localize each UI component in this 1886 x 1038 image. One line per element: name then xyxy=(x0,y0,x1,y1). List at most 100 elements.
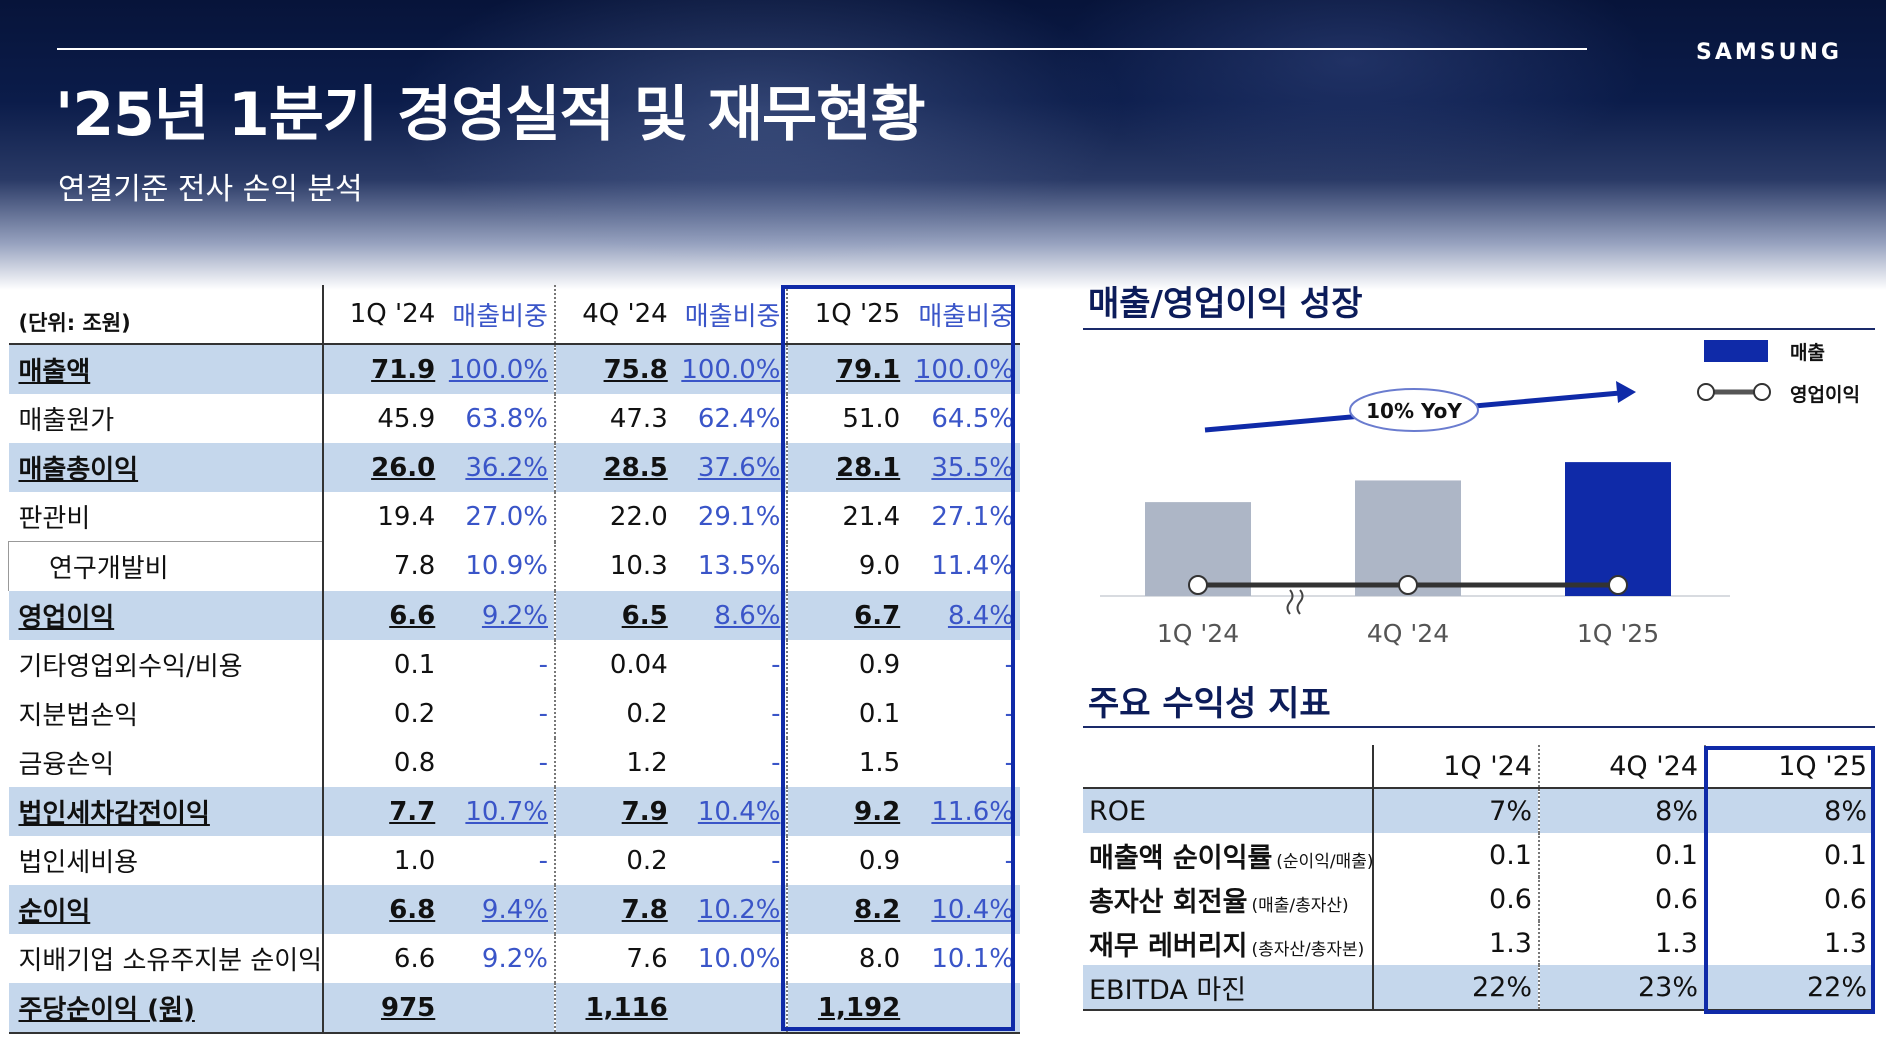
row-label: 판관비 xyxy=(8,492,324,542)
kpi-value: 23% xyxy=(1539,965,1706,1011)
kpi-label-note: (총자산/총자본) xyxy=(1251,939,1365,960)
legend-op-income-label: 영업이익 xyxy=(1790,384,1860,406)
legend-line-icon xyxy=(1697,383,1771,401)
yoy-arrow-head xyxy=(1616,381,1636,403)
value-cell: 0.2 xyxy=(626,698,668,729)
kpi-label-text: ROE xyxy=(1089,795,1147,827)
value-cell: 6.8 xyxy=(322,885,442,934)
kpi-label-note: (매출/총자산) xyxy=(1251,895,1349,916)
kpi-column-header: 1Q '25 xyxy=(1705,745,1873,789)
ratio-cell: 63.8% xyxy=(441,394,556,443)
legend-revenue-swatch xyxy=(1704,340,1768,362)
value-cell: 0.2 xyxy=(626,845,668,876)
ratio-cell: - xyxy=(441,640,556,689)
op-income-point xyxy=(1608,575,1628,595)
kpi-value: 1.3 xyxy=(1373,921,1540,965)
ratio-cell: 10.0% xyxy=(673,934,789,983)
row-label: 주당순이익 (원) xyxy=(8,983,324,1034)
table-header-row: (단위: 조원) 1Q '24 매출비중 4Q '24 매출비중 1Q '25 … xyxy=(8,285,1020,345)
row-label: 연구개발비 xyxy=(7,541,324,591)
row-label: 금융손익 xyxy=(8,738,324,787)
ratio-cell: 100.0% xyxy=(906,344,1020,394)
ratio-cell: - xyxy=(441,738,556,787)
growth-chart: 10% YoY 1Q '24 4Q '24 1Q '25 xyxy=(1100,381,1730,648)
value-cell: 51.0 xyxy=(842,403,901,434)
kpi-column-header: 1Q '24 xyxy=(1373,745,1540,789)
value-cell: 79.1 xyxy=(787,344,907,394)
value-cell: 45.9 xyxy=(377,403,436,434)
ratio-cell: 11.6% xyxy=(906,787,1020,836)
kpi-table: 1Q '24 4Q '24 1Q '25 ROE 7% 8% 8% 매출액 순이익률 (순… xyxy=(1083,745,1873,1011)
kpi-label: ROE xyxy=(1083,788,1374,833)
kpi-row: 재무 레버리지 (총자산/총자본) 1.3 1.3 1.3 xyxy=(1083,921,1873,965)
ratio-cell: - xyxy=(1004,698,1014,729)
kpi-label-text: 매출액 순이익률 xyxy=(1089,842,1273,874)
ratio-cell: - xyxy=(441,836,556,885)
ratio-cell: 37.6% xyxy=(673,443,789,492)
value-cell: 21.4 xyxy=(842,501,901,532)
ratio-cell: 100.0% xyxy=(441,344,556,394)
value-cell: 8.0 xyxy=(858,943,901,974)
value-cell: 9.0 xyxy=(858,551,901,582)
ratio-cell: - xyxy=(441,689,556,738)
column-header: 4Q '24 xyxy=(554,285,674,345)
ratio-cell: 11.4% xyxy=(931,551,1014,582)
header-banner: SAMSUNG '25년 1분기 경영실적 및 재무현황 연결기준 전사 손익 … xyxy=(0,0,1886,290)
row-label: 매출원가 xyxy=(8,394,324,443)
value-cell: 8.2 xyxy=(787,885,907,934)
kpi-label-text: 재무 레버리지 xyxy=(1089,930,1248,962)
value-cell: 0.2 xyxy=(393,698,436,729)
header-rule xyxy=(57,48,1587,50)
kpi-row: 매출액 순이익률 (순이익/매출) 0.1 0.1 0.1 xyxy=(1083,833,1873,877)
kpi-label: EBITDA 마진 xyxy=(1083,965,1374,1011)
ratio-cell: 8.6% xyxy=(673,591,789,640)
ratio-cell: 62.4% xyxy=(673,394,789,443)
kpi-value: 1.3 xyxy=(1539,921,1706,965)
page-title: '25년 1분기 경영실적 및 재무현황 xyxy=(55,80,926,150)
column-header: 매출비중 xyxy=(441,285,556,345)
kpi-label-note: (순이익/매출) xyxy=(1276,851,1373,872)
table-row: 지분법손익 0.2-0.2-0.1- xyxy=(8,689,1021,738)
kpi-label-text: 총자산 회전율 xyxy=(1089,886,1248,918)
value-cell: 975 xyxy=(322,983,442,1034)
kpi-value: 0.6 xyxy=(1373,877,1540,921)
value-cell: 28.1 xyxy=(787,443,907,492)
value-cell: 1.0 xyxy=(393,845,436,876)
column-header: 1Q '24 xyxy=(322,285,442,345)
table-row: 금융손익 0.8-1.2-1.5- xyxy=(8,738,1021,787)
kpi-value: 7% xyxy=(1373,788,1540,833)
ratio-cell: 27.1% xyxy=(931,501,1014,532)
value-cell: 7.9 xyxy=(554,787,674,836)
op-income-point xyxy=(1188,575,1208,595)
kpi-value: 0.6 xyxy=(1539,877,1706,921)
ratio-cell: 64.5% xyxy=(931,403,1014,434)
kpi-row: 총자산 회전율 (매출/총자산) 0.6 0.6 0.6 xyxy=(1083,877,1873,921)
row-label: 법인세차감전이익 xyxy=(8,787,324,836)
ratio-cell: 9.2% xyxy=(441,591,556,640)
ratio-cell xyxy=(673,983,789,1034)
legend-revenue-label: 매출 xyxy=(1790,342,1825,364)
ratio-cell: - xyxy=(673,738,789,787)
kpi-section-title: 주요 수익성 지표 xyxy=(1088,684,1331,724)
table-row: 기타영업외수익/비용 0.1-0.04-0.9- xyxy=(8,640,1021,689)
value-cell: 6.6 xyxy=(393,943,436,974)
ratio-cell: 10.7% xyxy=(441,787,556,836)
table-row: 매출총이익 26.0 36.2% 28.5 37.6% 28.1 35.5% xyxy=(8,443,1020,492)
value-cell: 28.5 xyxy=(554,443,674,492)
unit-label: (단위: 조원) xyxy=(8,285,324,345)
column-header: 매출비중 xyxy=(906,285,1020,345)
table-row: 지배기업 소유주지분 순이익 6.6 9.2% 7.6 10.0% 8.0 10.1% xyxy=(8,934,1021,983)
ratio-cell: 35.5% xyxy=(906,443,1020,492)
value-cell: 19.4 xyxy=(377,501,436,532)
kpi-value: 8% xyxy=(1705,788,1873,833)
kpi-value: 0.6 xyxy=(1824,883,1867,915)
ratio-cell: 10.4% xyxy=(906,885,1020,934)
revenue-bar xyxy=(1565,462,1671,596)
value-cell: 0.8 xyxy=(393,747,436,778)
value-cell: 0.04 xyxy=(609,649,668,680)
ratio-cell: - xyxy=(673,640,789,689)
value-cell: 6.5 xyxy=(554,591,674,640)
value-cell: 7.6 xyxy=(626,943,668,974)
table-row: 판관비 19.4 27.0% 22.0 29.1% 21.4 27.1% xyxy=(8,492,1021,542)
row-label: 순이익 xyxy=(8,885,324,934)
